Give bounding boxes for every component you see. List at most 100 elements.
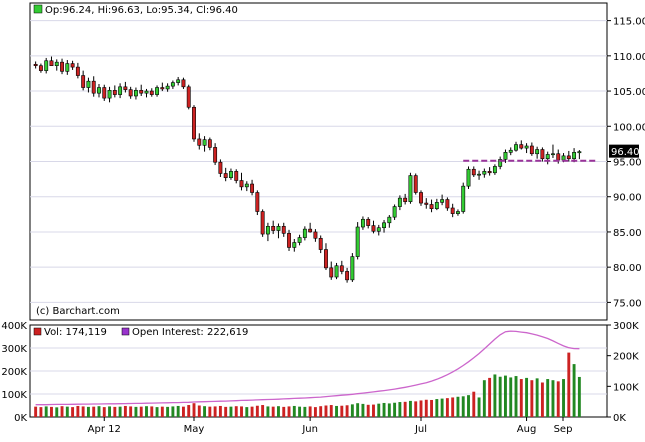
volume-bar: [240, 406, 243, 417]
volume-bar: [287, 406, 291, 417]
volume-bar: [572, 364, 576, 417]
volume-bar: [282, 406, 286, 417]
volume-bar: [292, 405, 296, 417]
price-grid: [30, 20, 607, 303]
candle-body: [477, 173, 481, 176]
candle-body: [429, 204, 434, 209]
candle-body: [139, 90, 144, 94]
candle-body: [292, 242, 297, 248]
oi-tick-label: 300K: [613, 321, 639, 332]
volume-bar: [340, 405, 344, 417]
volume-bar: [467, 395, 470, 417]
volume-bar: [530, 380, 534, 417]
candlestick-series: [33, 56, 582, 283]
volume-bar: [277, 406, 280, 417]
date-tick-label: Jun: [301, 424, 318, 435]
price-tick-label: 100.00: [613, 122, 645, 133]
candle-body: [450, 207, 455, 214]
volume-bar: [308, 406, 312, 417]
candle-body: [276, 226, 281, 231]
candle-body: [70, 63, 75, 68]
candle-body: [38, 65, 43, 71]
volume-bar: [245, 407, 249, 417]
volume-bars: [34, 352, 581, 417]
price-legend-text: Op:96.24, Hi:96.63, Lo:95.34, Cl:96.40: [45, 5, 238, 16]
candle-body: [44, 60, 49, 71]
candle-body: [107, 90, 112, 99]
candle-body: [197, 138, 202, 146]
volume-bar: [176, 405, 180, 417]
candle-body: [535, 149, 540, 155]
candle-body: [218, 161, 223, 174]
price-tick-label: 115.00: [613, 17, 645, 28]
volume-legend-text: Vol: 174,119: [44, 327, 107, 338]
volume-bar: [218, 405, 222, 417]
volume-bar: [324, 405, 328, 417]
volume-bar: [203, 406, 207, 417]
candle-body: [529, 145, 534, 155]
candle-body: [165, 85, 170, 90]
volume-axis-left: 400K 300K 200K 100K 0K: [1, 321, 27, 424]
candle-body: [577, 151, 582, 154]
volume-bar: [187, 405, 191, 417]
candle-body: [97, 87, 101, 94]
date-tick-label: Aug: [517, 424, 537, 435]
volume-bar: [408, 400, 412, 417]
candle-body: [376, 227, 381, 232]
candle-body: [345, 271, 350, 281]
volume-bar: [430, 399, 434, 417]
candle-body: [471, 168, 476, 176]
volume-bar: [514, 376, 518, 417]
volume-bar: [181, 406, 185, 417]
volume-bar: [60, 406, 64, 417]
volume-bar: [129, 406, 133, 417]
volume-bar: [377, 403, 381, 417]
volume-bar: [71, 407, 75, 417]
candle-body: [413, 175, 418, 193]
volume-bar: [134, 406, 138, 417]
candle-body: [456, 211, 460, 214]
volume-bar: [456, 396, 460, 417]
candle-body: [81, 75, 86, 88]
price-tick-label: 85.00: [613, 228, 642, 239]
volume-bar: [76, 405, 80, 417]
candle-body: [519, 144, 524, 149]
candle-body: [566, 155, 571, 159]
candle-body: [503, 152, 508, 160]
volume-bar: [488, 377, 492, 417]
volume-bar: [461, 396, 465, 417]
candle-body: [461, 185, 466, 212]
candle-body: [419, 192, 423, 204]
candle-body: [297, 237, 302, 243]
volume-bar: [65, 406, 69, 417]
candle-body: [487, 171, 492, 174]
price-tick-label: 95.00: [613, 158, 642, 169]
volume-bar: [113, 406, 117, 417]
volume-bar: [556, 381, 560, 417]
candle-body: [371, 225, 376, 232]
volume-bar: [493, 374, 497, 417]
volume-bar: [102, 407, 106, 417]
candle-body: [134, 90, 138, 97]
volume-bar: [451, 397, 455, 417]
volume-bar: [577, 376, 581, 417]
candle-body: [192, 106, 196, 140]
candle-body: [244, 183, 249, 188]
candle-body: [265, 226, 270, 235]
volume-bar: [171, 406, 175, 417]
candle-body: [91, 80, 96, 94]
candle-body: [350, 256, 355, 281]
candle-body: [397, 197, 402, 207]
volume-bar: [345, 405, 349, 417]
volume-bar: [440, 398, 444, 417]
candle-body: [260, 211, 265, 235]
volume-bar: [472, 391, 476, 417]
candle-body: [287, 233, 291, 248]
candle-body: [434, 202, 439, 209]
candle-body: [308, 228, 313, 233]
copyright-label: (c) Barchart.com: [36, 306, 120, 317]
volume-bar: [424, 399, 428, 417]
volume-bar: [50, 406, 53, 417]
candle-body: [387, 216, 392, 224]
